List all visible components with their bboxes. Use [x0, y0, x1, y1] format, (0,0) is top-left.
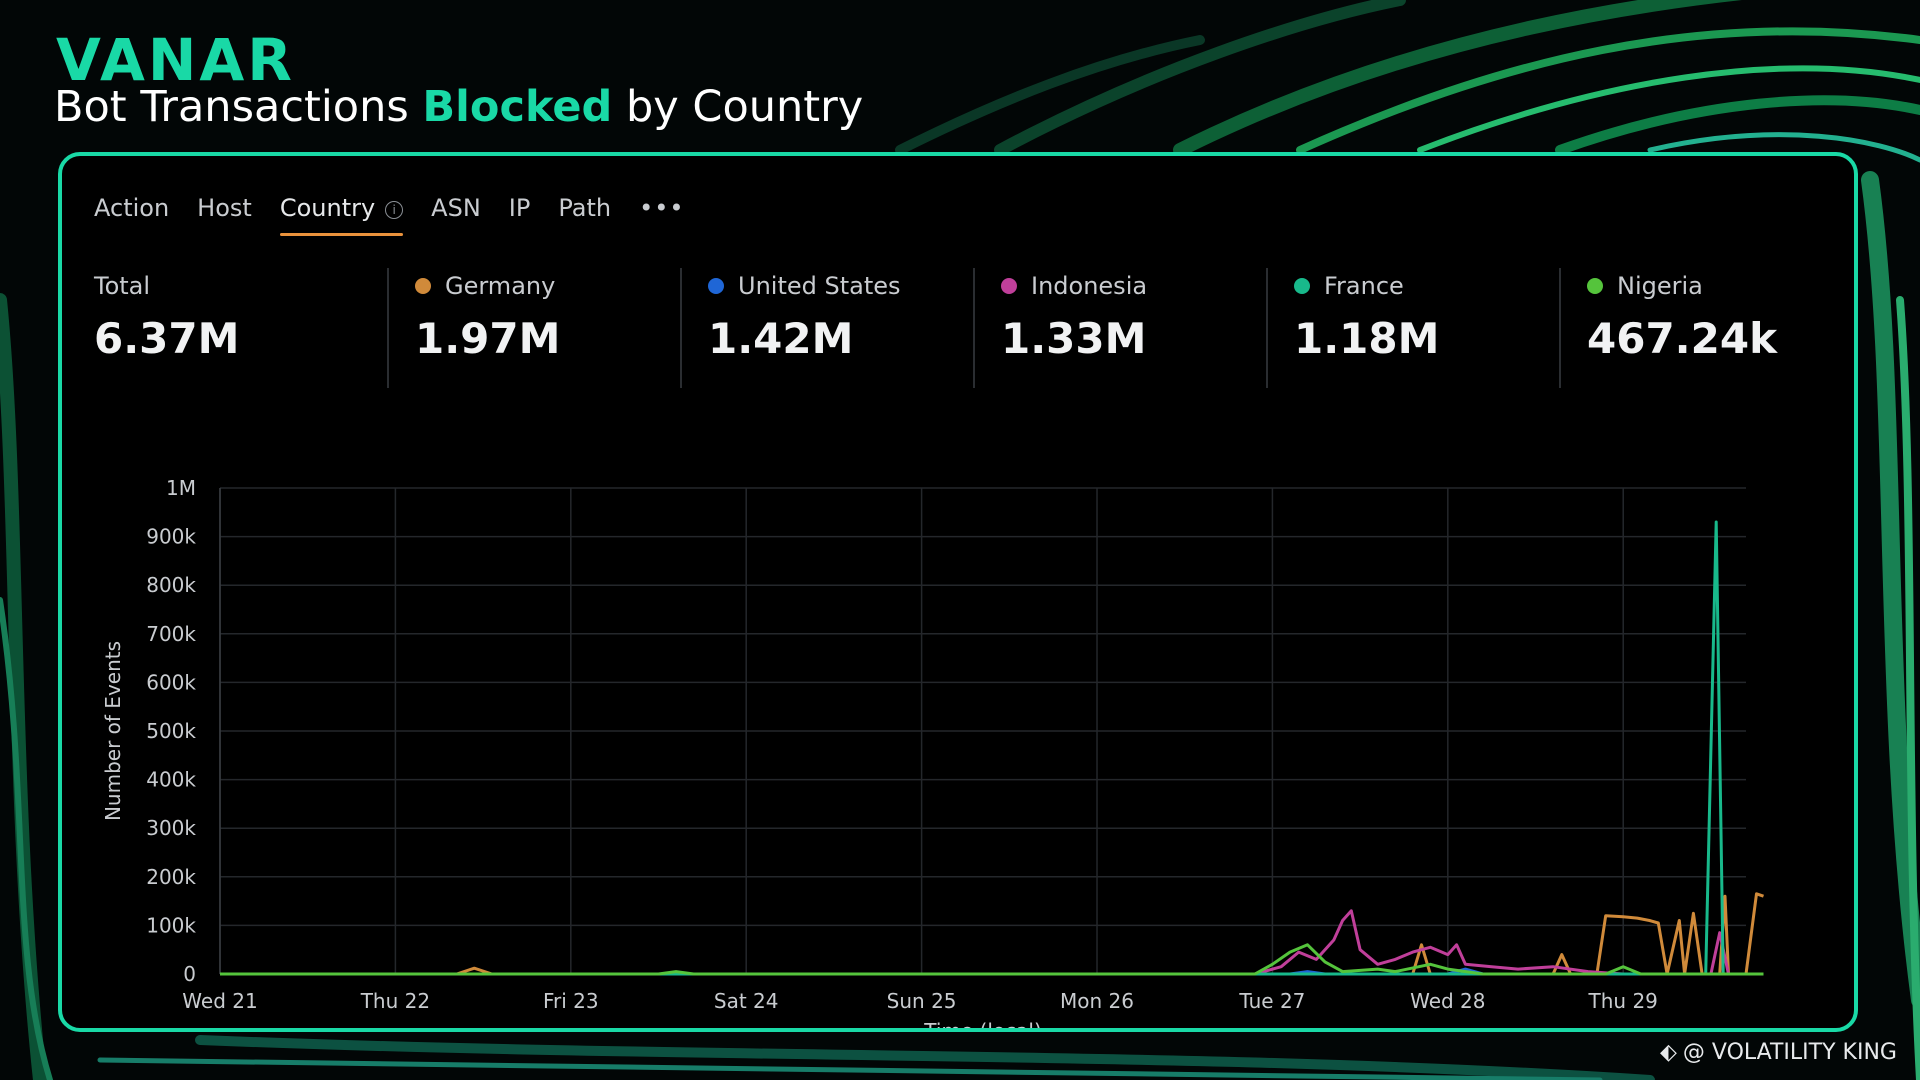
x-tick-label: Sat 24 [714, 989, 779, 1013]
x-tick-label: Wed 28 [1410, 989, 1485, 1013]
vanar-logo: VANAR [56, 26, 295, 94]
x-tick-label: Tue 27 [1238, 989, 1305, 1013]
stat-label: Nigeria [1617, 272, 1703, 300]
title-suffix: by Country [612, 82, 864, 132]
stat-value: 1.33M [1001, 314, 1147, 363]
stat-value: 1.42M [708, 314, 854, 363]
stat-label: France [1324, 272, 1404, 300]
y-tick-label: 0 [183, 962, 196, 986]
x-tick-label: Fri 23 [543, 989, 599, 1013]
stat-total: Total 6.37M [94, 268, 387, 388]
stat-label: Germany [445, 272, 556, 300]
stat-value: 467.24k [1587, 314, 1778, 363]
tab-asn[interactable]: ASN [431, 194, 481, 222]
title-highlight: Blocked [422, 82, 613, 132]
series-line-france [220, 520, 1764, 976]
series-line-nigeria [220, 943, 1764, 976]
y-tick-label: 200k [146, 865, 196, 889]
stat-indonesia[interactable]: Indonesia 1.33M [973, 268, 1266, 388]
tab-country[interactable]: Country i [279, 194, 404, 236]
legend-dot [1587, 278, 1603, 294]
y-tick-label: 900k [146, 525, 196, 549]
stat-label: Indonesia [1031, 272, 1148, 300]
y-tick-label: 400k [146, 768, 196, 792]
diamond-logo-icon: ⬖ [1660, 1040, 1677, 1065]
stat-value: 1.18M [1294, 314, 1440, 363]
stat-nigeria[interactable]: Nigeria 467.24k [1559, 268, 1852, 388]
page-title: Bot Transactions Blocked by Country [54, 82, 863, 132]
x-tick-label: Thu 22 [360, 989, 430, 1013]
stat-germany[interactable]: Germany 1.97M [387, 268, 680, 388]
x-tick-label: Thu 29 [1588, 989, 1658, 1013]
more-options-icon[interactable]: ••• [639, 194, 685, 222]
title-prefix: Bot Transactions [54, 82, 423, 132]
y-tick-label: 100k [146, 913, 196, 937]
x-tick-label: Mon 26 [1060, 989, 1134, 1013]
events-line-chart[interactable]: 0 100k 200k 300k 400k 500k 600k 700k 800k 900k 1M W… [62, 156, 1854, 1028]
y-tick-label: 1M [166, 476, 196, 500]
tab-action[interactable]: Action [94, 194, 170, 222]
stats-row: Total 6.37M Germany 1.97M United States … [94, 268, 1852, 388]
y-tick-label: 500k [146, 719, 196, 743]
stat-label: Total [94, 272, 151, 300]
stat-value: 6.37M [94, 314, 240, 363]
x-axis-label: Time (local) [923, 1019, 1042, 1028]
legend-dot [415, 278, 431, 294]
x-tick-label: Wed 21 [182, 989, 257, 1013]
dimension-tabs: Action Host Country i ASN IP Path ••• [94, 194, 685, 236]
legend-dot [1001, 278, 1017, 294]
info-icon[interactable]: i [385, 201, 404, 219]
stat-value: 1.97M [415, 314, 561, 363]
y-tick-label: 600k [146, 670, 196, 694]
tab-path[interactable]: Path [558, 194, 612, 222]
x-tick-label: Sun 25 [887, 989, 957, 1013]
tab-host[interactable]: Host [197, 194, 252, 222]
watermark: ⬖ @ VOLATILITY KING [1660, 1040, 1897, 1065]
series-line-germany [220, 892, 1764, 976]
stat-label: United States [738, 272, 901, 300]
legend-dot [708, 278, 724, 294]
tab-ip[interactable]: IP [508, 194, 531, 222]
stat-united-states[interactable]: United States 1.42M [680, 268, 973, 388]
y-tick-label: 700k [146, 622, 196, 646]
y-tick-label: 300k [146, 816, 196, 840]
y-axis-label: Number of Events [101, 641, 125, 821]
stat-france[interactable]: France 1.18M [1266, 268, 1559, 388]
series-line-indonesia [220, 909, 1764, 976]
legend-dot [1294, 278, 1310, 294]
watermark-text: @ VOLATILITY KING [1682, 1040, 1897, 1065]
y-tick-label: 800k [146, 573, 196, 597]
chart-panel: Action Host Country i ASN IP Path ••• Tot… [58, 152, 1858, 1032]
